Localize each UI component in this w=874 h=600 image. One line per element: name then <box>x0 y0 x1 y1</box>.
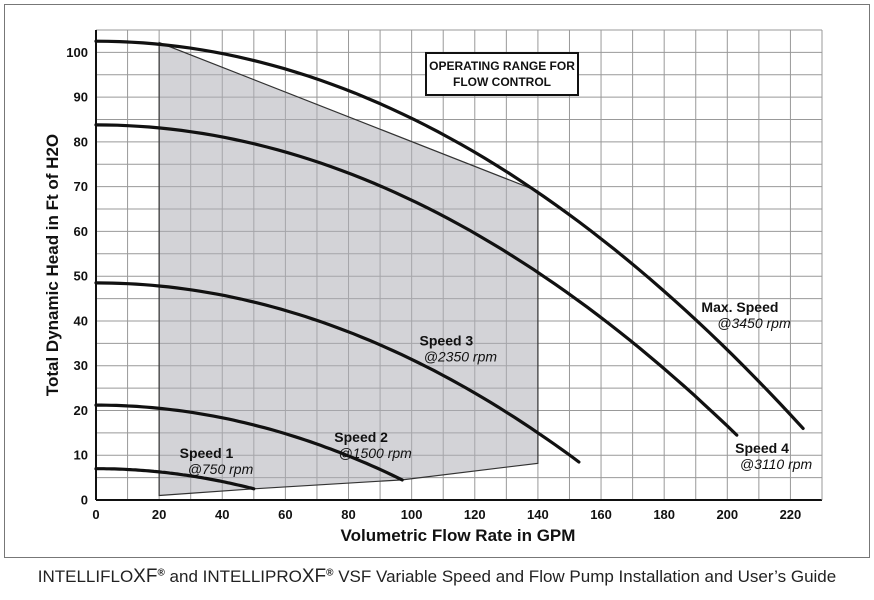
x-axis-title: Volumetric Flow Rate in GPM <box>341 526 576 545</box>
curve-speed-3 <box>94 281 581 464</box>
footer-prefix: INTELLIFLO <box>37 567 134 586</box>
y-tick-label: 20 <box>74 403 88 418</box>
x-tick-label: 200 <box>716 507 738 522</box>
x-tick-label: 160 <box>590 507 612 522</box>
series-rpm-label: @750 rpm <box>188 461 254 477</box>
series-name-label: Speed 4 <box>735 440 789 456</box>
footer-xf-2: XF <box>301 566 327 587</box>
x-tick-label: 0 <box>92 507 99 522</box>
y-tick-label: 60 <box>74 224 88 239</box>
chart-frame <box>4 4 870 558</box>
axes <box>95 30 823 501</box>
x-tick-label: 40 <box>215 507 229 522</box>
footer-xf-1: XF <box>133 566 158 587</box>
series-rpm-label: @3110 rpm <box>740 456 813 472</box>
x-tick-label: 100 <box>401 507 423 522</box>
pump-curves <box>94 39 805 491</box>
series-name-label: Speed 1 <box>180 445 234 461</box>
annotation-line-1: OPERATING RANGE FOR <box>429 59 575 73</box>
y-tick-label: 70 <box>74 179 88 194</box>
x-tick-label: 220 <box>780 507 802 522</box>
y-tick-label: 0 <box>81 493 88 508</box>
x-tick-label: 140 <box>527 507 549 522</box>
footer-registered-1: ® <box>157 567 165 579</box>
footer-caption: INTELLIFLOXF® and INTELLIPROXF® VSF Vari… <box>0 566 874 588</box>
y-axis-title: Total Dynamic Head in Ft of H2O <box>43 134 62 396</box>
pump-curve-chart: 0 20 40 60 80 100 120 140 160 180 200 220 0 10 20 30 40 5… <box>43 29 823 545</box>
curve-speed-2 <box>94 403 404 482</box>
x-tick-label: 180 <box>653 507 675 522</box>
y-tick-label: 50 <box>74 269 88 284</box>
x-tick-label: 20 <box>152 507 166 522</box>
y-tick-label: 40 <box>74 313 88 328</box>
series-name-label: Speed 2 <box>334 429 388 445</box>
series-rpm-label: @2350 rpm <box>424 349 498 365</box>
series-name-label: Speed 3 <box>420 333 474 349</box>
footer-suffix: VSF Variable Speed and Flow Pump Install… <box>333 567 837 586</box>
x-tick-label: 80 <box>341 507 355 522</box>
curve-labels: Speed 1@750 rpm Speed 2@1500 rpm Speed 3@2… <box>180 299 813 477</box>
y-tick-label: 10 <box>74 448 88 463</box>
series-rpm-label: @3450 rpm <box>717 315 791 331</box>
y-tick-label: 30 <box>74 358 88 373</box>
x-tick-label: 120 <box>464 507 486 522</box>
x-tick-label: 60 <box>278 507 292 522</box>
curve-speed-1 <box>94 467 256 491</box>
series-rpm-label: @1500 rpm <box>338 445 412 461</box>
y-tick-label: 80 <box>74 134 88 149</box>
y-tick-label: 100 <box>66 45 88 60</box>
curve-max-speed <box>94 39 805 430</box>
y-tick-label: 90 <box>74 90 88 105</box>
footer-middle: and INTELLIPRO <box>164 567 302 586</box>
footer-registered-2: ® <box>326 567 334 579</box>
tick-labels: 0 20 40 60 80 100 120 140 160 180 200 220 0 10 20 30 40 5… <box>66 45 801 522</box>
annotation-box: OPERATING RANGE FOR FLOW CONTROL <box>425 52 579 96</box>
curve-speed-4 <box>94 123 739 437</box>
annotation-line-2: FLOW CONTROL <box>453 75 551 89</box>
series-name-label: Max. Speed <box>701 299 778 315</box>
